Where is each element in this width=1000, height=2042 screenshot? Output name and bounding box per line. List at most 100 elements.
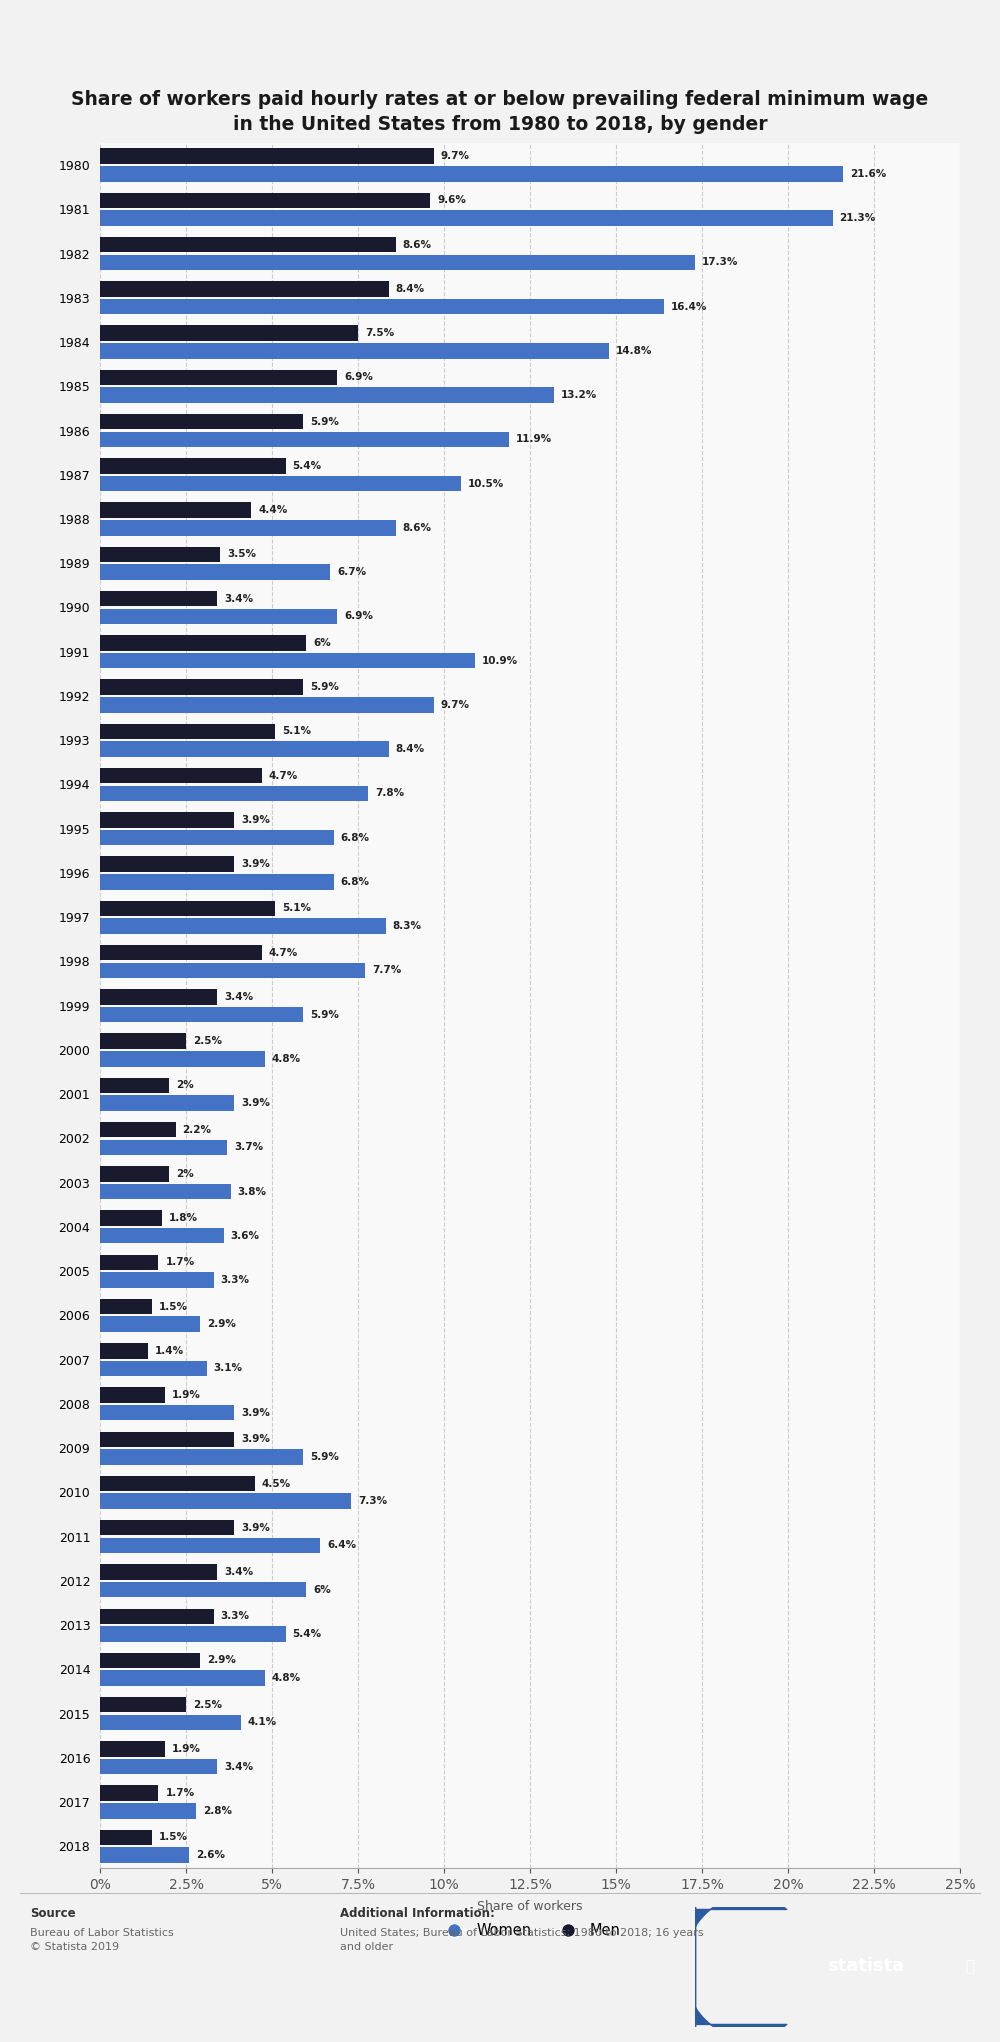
Text: 3.5%: 3.5% [227, 549, 256, 560]
Text: statista: statista [827, 1958, 905, 1975]
Bar [100, 1493, 351, 1509]
Text: 8.4%: 8.4% [396, 743, 425, 753]
Bar [100, 149, 434, 163]
Bar [100, 1211, 162, 1225]
Bar [100, 741, 389, 758]
Bar [100, 282, 389, 296]
Bar [100, 1052, 265, 1066]
Bar [100, 1652, 200, 1668]
Bar [100, 343, 609, 359]
Text: 3.9%: 3.9% [241, 860, 270, 870]
Text: 7.7%: 7.7% [372, 966, 401, 976]
Text: 1.4%: 1.4% [155, 1346, 184, 1356]
Bar [100, 1344, 148, 1358]
Text: 3.4%: 3.4% [224, 992, 253, 1003]
Bar [100, 829, 334, 845]
Bar [100, 945, 262, 960]
Bar [100, 210, 833, 227]
Text: 17.3%: 17.3% [702, 257, 738, 268]
Text: 9.6%: 9.6% [437, 196, 466, 206]
Text: 6.8%: 6.8% [341, 833, 370, 843]
Text: 6.8%: 6.8% [341, 876, 370, 886]
Bar [100, 1830, 152, 1846]
Bar [100, 1564, 217, 1581]
Bar [100, 1519, 234, 1536]
Text: 10.5%: 10.5% [468, 478, 504, 488]
Bar [100, 1742, 165, 1756]
Bar [100, 1360, 207, 1376]
Bar [100, 1431, 234, 1448]
Bar [100, 1254, 158, 1270]
Bar [100, 388, 554, 402]
Text: 3.9%: 3.9% [241, 1433, 270, 1444]
Text: Source: Source [30, 1907, 76, 1919]
Bar [100, 696, 434, 713]
Bar [100, 1405, 234, 1421]
Text: 5.4%: 5.4% [293, 461, 322, 472]
Text: 5.9%: 5.9% [310, 682, 339, 692]
Text: 8.3%: 8.3% [392, 921, 421, 931]
Bar [100, 298, 664, 314]
Text: 3.9%: 3.9% [241, 815, 270, 825]
Text: 6.9%: 6.9% [344, 611, 373, 621]
Text: 4.1%: 4.1% [248, 1717, 277, 1728]
Bar [100, 1387, 165, 1403]
Bar [100, 1583, 306, 1597]
Text: 4.7%: 4.7% [269, 947, 298, 958]
Text: 5.1%: 5.1% [282, 903, 311, 913]
Text: 3.9%: 3.9% [241, 1523, 270, 1534]
Bar [100, 874, 334, 890]
Bar [100, 1095, 234, 1111]
Bar [100, 988, 217, 1005]
Text: 2.9%: 2.9% [207, 1319, 236, 1329]
Text: 1.9%: 1.9% [172, 1744, 201, 1754]
Bar [100, 502, 251, 519]
Text: 5.9%: 5.9% [310, 1452, 339, 1462]
Text: 13.2%: 13.2% [561, 390, 597, 400]
Bar [100, 723, 275, 739]
Bar [100, 1007, 303, 1023]
Text: 3.4%: 3.4% [224, 1566, 253, 1576]
Bar [100, 1450, 303, 1464]
Text: 4.7%: 4.7% [269, 770, 298, 780]
Bar [100, 813, 234, 827]
Text: 3.4%: 3.4% [224, 1762, 253, 1772]
Bar [100, 1033, 186, 1050]
Text: 7.3%: 7.3% [358, 1497, 387, 1507]
Bar [100, 768, 262, 784]
Text: 5.4%: 5.4% [293, 1630, 322, 1640]
Bar [100, 192, 430, 208]
Bar [100, 1625, 286, 1642]
Legend: Women, Men: Women, Men [434, 1917, 626, 1944]
Text: 8.4%: 8.4% [396, 284, 425, 294]
Text: 2.9%: 2.9% [207, 1656, 236, 1666]
Text: 14.8%: 14.8% [616, 345, 652, 355]
Text: 7.8%: 7.8% [375, 788, 404, 798]
Bar [100, 901, 275, 917]
Text: 5.1%: 5.1% [282, 727, 311, 737]
Bar [100, 1803, 196, 1819]
Bar [100, 1299, 152, 1315]
Bar [100, 919, 386, 933]
Text: 5.9%: 5.9% [310, 1009, 339, 1019]
Bar [100, 1139, 227, 1156]
Bar [100, 1785, 158, 1801]
Bar [100, 680, 303, 694]
Text: 2.5%: 2.5% [193, 1699, 222, 1709]
Bar [100, 590, 217, 606]
Text: 4.8%: 4.8% [272, 1054, 301, 1064]
Text: 3.3%: 3.3% [220, 1274, 249, 1284]
Text: 4.8%: 4.8% [272, 1672, 301, 1683]
Text: 5.9%: 5.9% [310, 417, 339, 427]
Bar [100, 786, 368, 800]
Text: Additional Information:: Additional Information: [340, 1907, 495, 1919]
Bar [100, 431, 509, 447]
Bar [100, 635, 306, 651]
Bar [100, 1121, 176, 1137]
Text: 3.3%: 3.3% [220, 1611, 249, 1621]
Text: 3.8%: 3.8% [238, 1186, 267, 1197]
Text: 3.1%: 3.1% [214, 1364, 243, 1374]
Bar [100, 1317, 200, 1331]
Text: 6%: 6% [313, 637, 331, 647]
Bar [100, 1272, 214, 1289]
